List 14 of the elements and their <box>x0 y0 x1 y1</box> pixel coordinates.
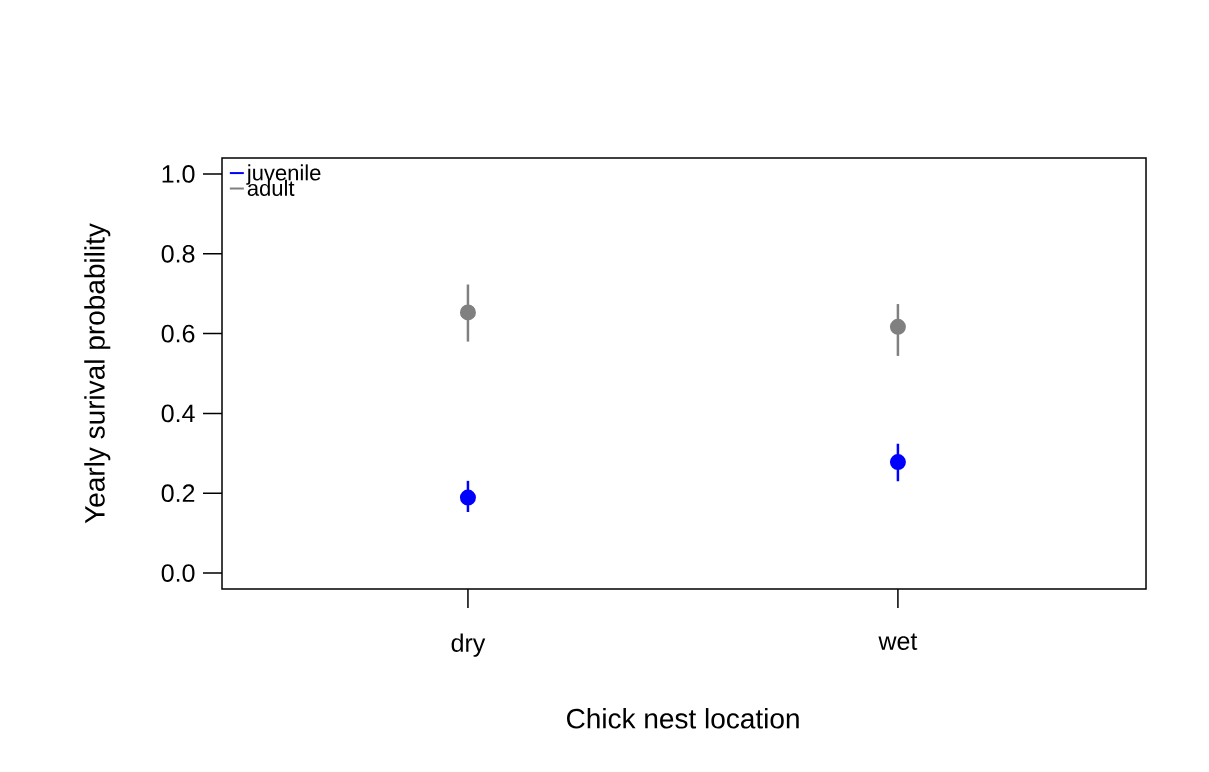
point <box>459 304 476 321</box>
point <box>459 489 476 506</box>
point <box>889 318 906 335</box>
x-tick-label: wet <box>878 633 918 650</box>
point <box>889 454 906 471</box>
x-tick-label: dry <box>451 633 486 657</box>
y-tick-label: 0.4 <box>161 404 195 423</box>
y-tick-label: 0.0 <box>161 564 195 582</box>
y-tick-label: 0.6 <box>161 324 195 343</box>
y-axis-title: Yearly surival probability <box>84 223 111 524</box>
y-tick-label: 0.8 <box>161 244 195 263</box>
x-axis-title: Chick nest location <box>567 708 799 729</box>
y-tick-label: 0.2 <box>161 484 195 503</box>
y-tick-label: 1.0 <box>162 165 195 183</box>
